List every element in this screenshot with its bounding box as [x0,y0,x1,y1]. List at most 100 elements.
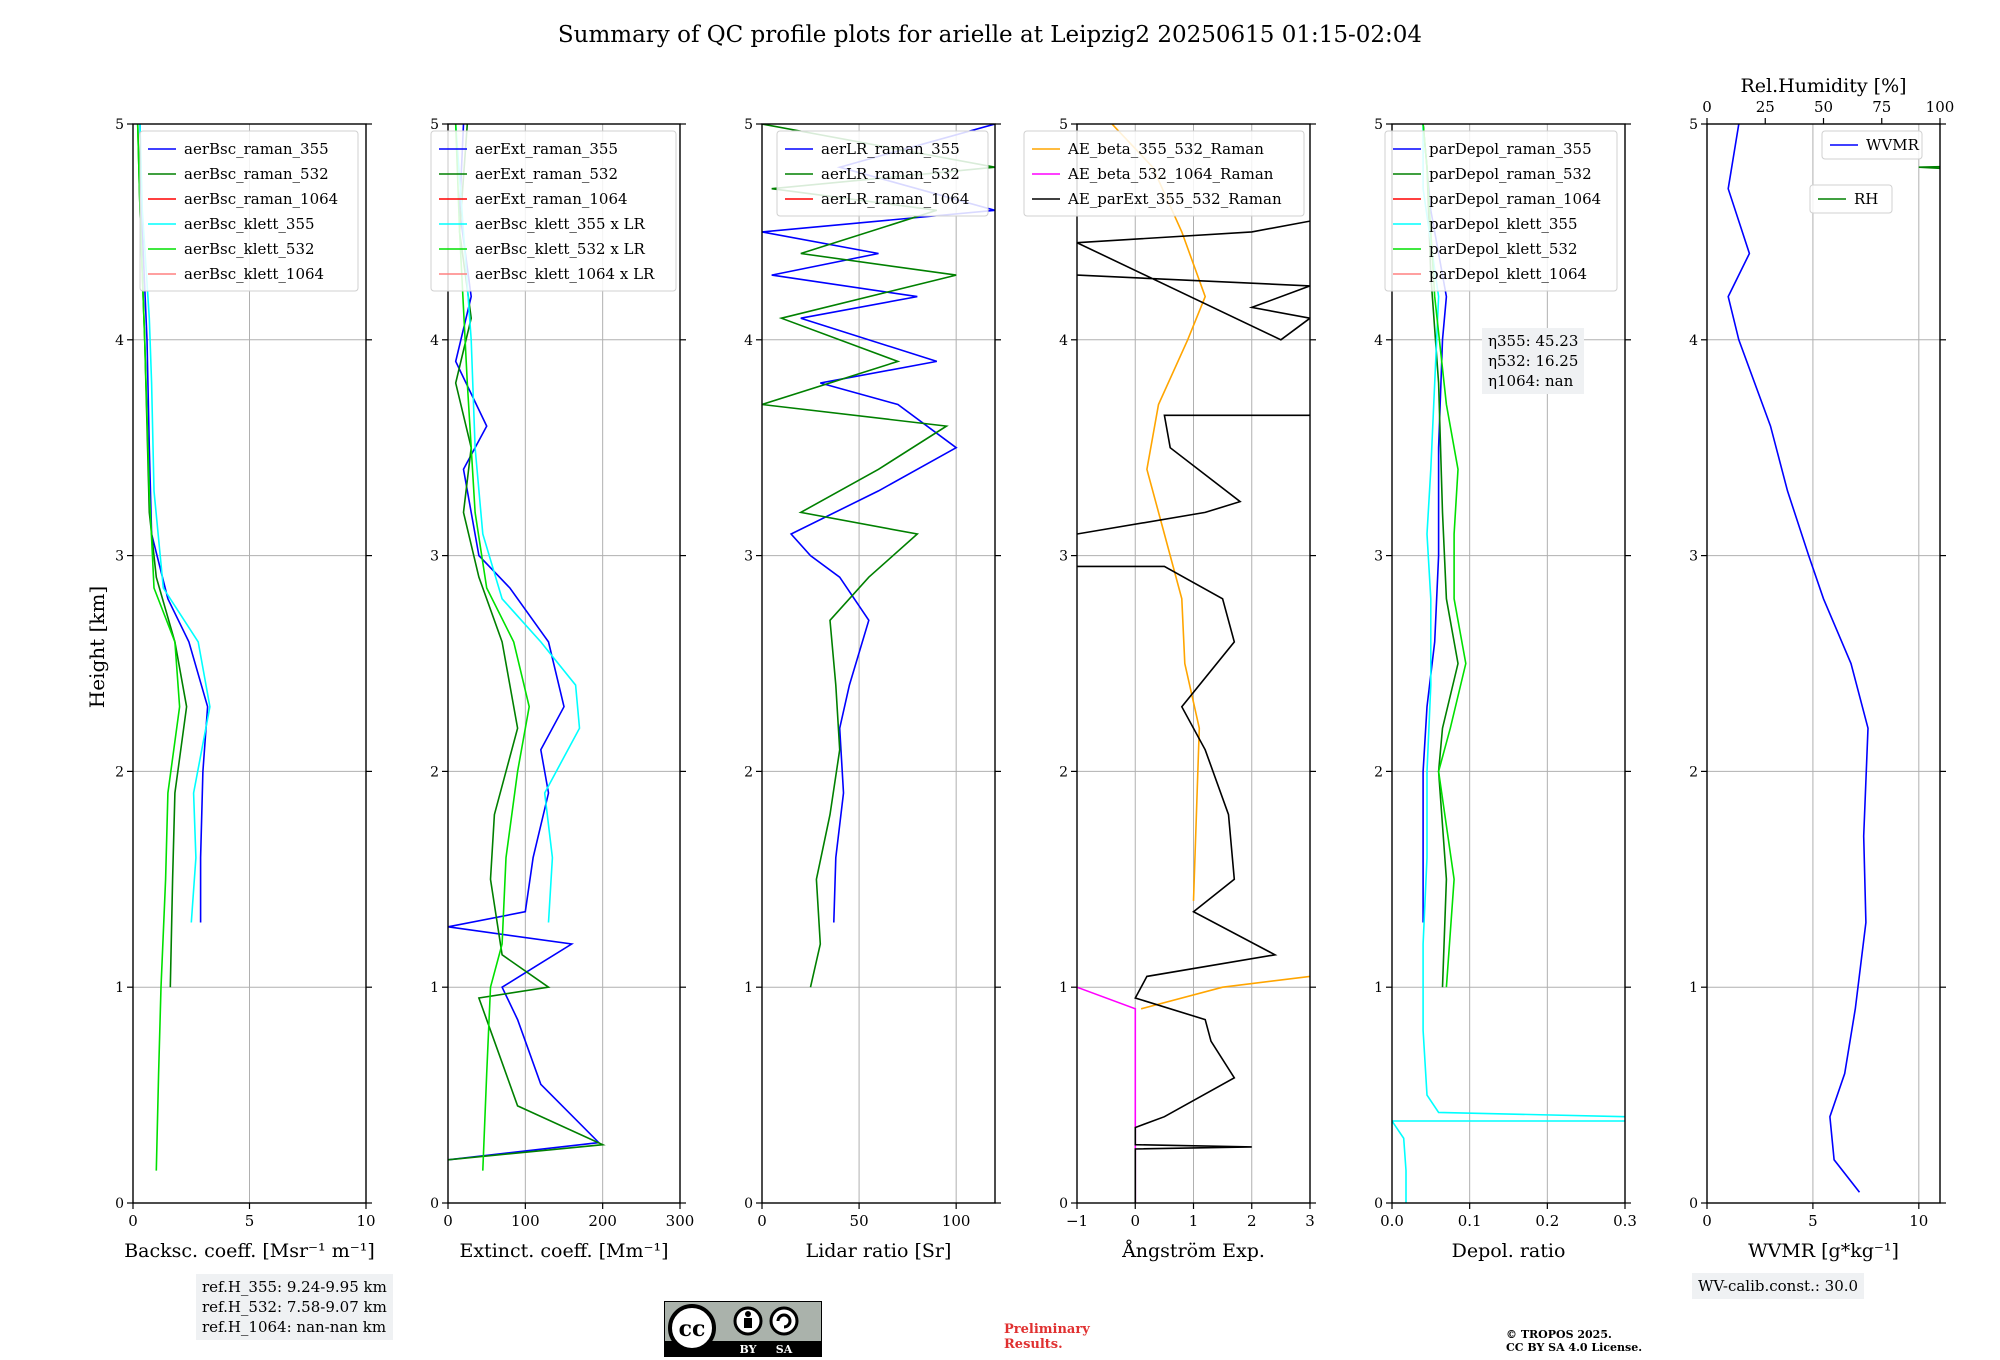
legend-label: aerBsc_raman_532 [184,165,329,183]
legend: aerLR_raman_355 aerLR_raman_532 aerLR_rama… [776,130,989,217]
x2-tick-label: 50 [1814,98,1833,116]
y-tick-label: 5 [430,117,439,133]
y-tick-label: 1 [744,980,753,996]
x-tick-label: 200 [588,1212,617,1230]
y-tick-label: 2 [1374,764,1383,780]
panel-5: 0 1 2 3 4 5 0.0 0.1 0.2 0.3 Depol. ratio parDepol_r… [1374,117,1637,1262]
y-tick-label: 2 [430,764,439,780]
series-line-aerBsc_klett_532 [136,124,181,1171]
axes-frame [1391,123,1626,1204]
y-axis-label: Height [km] [85,586,109,708]
ref-height-532: ref.H_532: 7.58-9.07 km [202,1298,387,1316]
y-tick-label: 5 [1689,117,1698,133]
series-line-aerLR_raman_355 [762,124,995,923]
panel-2: 0 1 2 3 4 5 0 100 200 300 Extinct. coeff. [Mm⁻¹] ae… [430,117,694,1262]
svg-text:cc: cc [679,1316,706,1342]
y-tick-label: 0 [430,1196,439,1212]
preliminary-line-2: Results. [1004,1337,1063,1352]
x-tick-label: 1 [1189,1212,1199,1230]
legend-label: aerExt_raman_355 [475,140,618,158]
y-tick-label: 5 [1059,117,1068,133]
legend: WVMR RH [1809,130,1923,214]
legend: aerBsc_raman_355 aerBsc_raman_532 aerBsc_r… [139,130,359,292]
x-tick-label: 100 [942,1212,971,1230]
legend-frame [1384,130,1618,292]
y-tick-label: 5 [744,117,753,133]
x-tick-label: 2 [1247,1212,1257,1230]
legend-frame [139,130,359,292]
y-tick-label: 4 [744,333,753,349]
series-group [448,124,606,1171]
ref-height-1064: ref.H_1064: nan-nan km [202,1318,387,1336]
y-tick-label: 2 [1059,764,1068,780]
legend-label: parDepol_raman_532 [1429,165,1592,183]
eta-box: η355: 45.23 η532: 16.25 η1064: nan [1482,328,1585,394]
legend-label: aerBsc_klett_532 x LR [475,240,646,258]
y-tick-label: 3 [1689,549,1698,565]
y-tick-label: 4 [1059,333,1068,349]
legend-label: aerExt_raman_1064 [475,190,628,208]
y-tick-label: 2 [115,764,124,780]
y-tick-label: 1 [1374,980,1383,996]
series-line-AE_beta_355_532_Raman [1111,124,1207,901]
x-tick-label: 10 [1909,1212,1928,1230]
legend-label: parDepol_raman_355 [1429,140,1592,158]
legend-label: parDepol_klett_355 [1429,215,1578,233]
series-line-aerBsc_raman_355 [139,124,209,923]
x2-tick-label: 0 [1702,98,1712,116]
y-tick-label: 1 [1059,980,1068,996]
x-tick-label: 0 [443,1212,453,1230]
legend-label: aerExt_raman_532 [475,165,618,183]
legend-frame [1809,184,1893,214]
series-line-AE_parExt_355_532_Raman [1077,414,1310,535]
copyright-line-1: © TROPOS 2025. [1506,1328,1612,1341]
sa-icon [769,1306,799,1336]
y-tick-label: 4 [1689,333,1698,349]
series-line-AE_parExt_355_532_Raman [1077,565,1278,1203]
x2-tick-label: 25 [1756,98,1775,116]
x-tick-label: 0.1 [1458,1212,1482,1230]
cc-sa-label: SA [776,1343,793,1356]
x-tick-label: 10 [356,1212,375,1230]
y-tick-label: 4 [430,333,439,349]
series-line-aerLR_raman_532 [762,124,995,988]
x-axis-label: Depol. ratio [1452,1240,1566,1262]
eta-1064: η1064: nan [1488,372,1574,390]
ref-height-355: ref.H_355: 9.24-9.95 km [202,1278,387,1296]
cc-license-badge: cc BY SA [664,1301,822,1357]
series-line-aerBsc_klett_355 x LR [454,124,581,923]
x-axis-label: WVMR [g*kg⁻¹] [1748,1240,1899,1262]
legend-label: aerBsc_raman_355 [184,140,329,158]
legend-label: aerBsc_klett_355 [184,215,315,233]
legend-label: aerLR_raman_1064 [821,190,969,208]
y-tick-label: 3 [1059,549,1068,565]
legend-frame [1023,130,1305,217]
series-line-aerExt_raman_532 [448,124,606,1161]
x-axis-label: Extinct. coeff. [Mm⁻¹] [459,1240,668,1262]
legend-label: parDepol_klett_532 [1429,240,1578,258]
y-tick-label: 3 [1374,549,1383,565]
y-tick-label: 4 [1374,333,1383,349]
x2-axis-label: Rel.Humidity [%] [1740,75,1906,97]
wv-calib-box: WV-calib.const.: 30.0 [1692,1273,1865,1299]
x-tick-label: 0 [1130,1212,1140,1230]
x-tick-label: −1 [1066,1212,1088,1230]
axes-frame [761,123,996,1204]
series-line-AE_beta_355_532_Raman [1140,975,1310,1010]
series-line-aerBsc_klett_532 x LR [454,124,531,1171]
wv-calib-text: WV-calib.const.: 30.0 [1698,1277,1859,1295]
legend-label: AE_beta_532_1064_Raman [1067,165,1274,183]
series-group [762,124,995,988]
legend: aerExt_raman_355 aerExt_raman_532 aerExt_r… [430,130,677,292]
preliminary-line-1: Preliminary [1004,1322,1090,1337]
series-line-AE_parExt_355_532_Raman [1077,220,1310,341]
series-line-WVMR [1727,124,1869,1193]
figure-title: Summary of QC profile plots for arielle … [557,22,1423,48]
legend-label: aerBsc_klett_532 [184,240,315,258]
legend: AE_beta_355_532_Raman AE_beta_532_1064_Ra… [1023,130,1305,217]
axes-frame [1706,123,1941,1204]
y-tick-label: 2 [1689,764,1698,780]
